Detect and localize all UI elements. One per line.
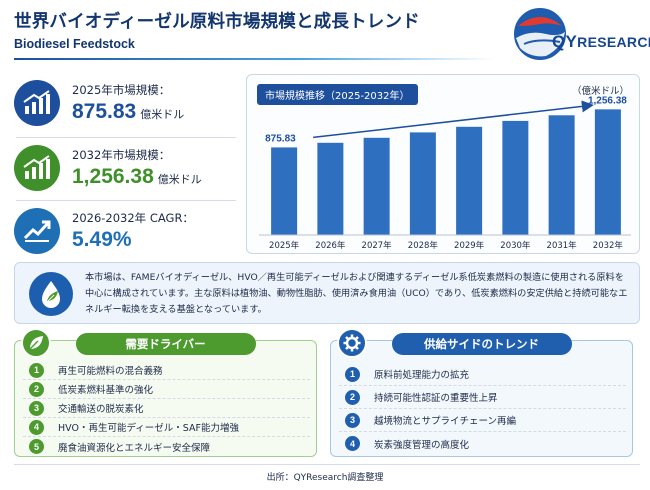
kpi-2032-market-size: 2032年市場規模： 1,256.38 億米ドル	[10, 139, 235, 201]
chart-bar	[548, 115, 575, 235]
supply-trends-list: 1 原料前処理能力の拡充 2 持続可能性認証の重要性上昇 3 越境物流とサプライチェー…	[339, 363, 626, 455]
list-item: 4 炭素強度管理の高度化	[339, 432, 626, 455]
globe-icon	[512, 6, 568, 62]
kpi-cagr: 2026-2032年 CAGR： 5.49%	[10, 202, 235, 264]
list-item: 1 再生可能燃料の混合義務	[23, 361, 310, 380]
footer-divider	[14, 464, 640, 465]
kpi-divider	[16, 137, 236, 138]
list-item: 3 交通輸送の脱炭素化	[23, 399, 310, 418]
chart-bar	[456, 126, 483, 235]
x-tick-label: 2028年	[408, 240, 439, 251]
kpi-2025-market-size: 2025年市場規模： 875.83 億米ドル	[10, 74, 235, 136]
kpi-value: 875.83 億米ドル	[72, 100, 185, 123]
demand-drivers-title: 需要ドライバー	[75, 333, 256, 355]
kpi-label: 2025年市場規模：	[72, 83, 171, 97]
market-description: 本市場は、FAMEバイオディーゼル、HVO／再生可能ディーゼルおよび関連するディ…	[14, 262, 640, 324]
demand-drivers-panel: 需要ドライバー 1 再生可能燃料の混合義務 2 低炭素燃料基準の強化 3 交通輸送の脱…	[14, 328, 317, 457]
gear-icon	[337, 328, 367, 358]
x-tick-label: 2032年	[593, 240, 624, 251]
kpi-label: 2032年市場規模：	[72, 148, 171, 162]
bar-growth-icon	[14, 80, 60, 126]
page-subtitle: Biodiesel Feedstock	[14, 37, 135, 51]
x-tick-label: 2026年	[315, 240, 346, 251]
chart-bar	[317, 142, 344, 235]
chart-bar	[502, 120, 529, 235]
x-tick-label: 2025年	[269, 240, 300, 251]
kpi-label: 2026-2032年 CAGR：	[72, 211, 194, 225]
bar-growth-icon	[14, 145, 60, 191]
logo-wordmark: QYRESEARCH	[552, 32, 650, 51]
data-label: 1,256.38	[588, 95, 627, 106]
list-item: 2 低炭素燃料基準の強化	[23, 380, 310, 399]
header-divider	[14, 58, 494, 60]
kpi-value: 1,256.38 億米ドル	[72, 165, 202, 188]
market-size-chart: 2025年 2026年 2027年 2028年 2029年 2030年 2031年 2032年…	[246, 74, 640, 254]
chart-bar	[409, 132, 436, 235]
trend-up-icon	[14, 208, 60, 254]
list-item: 1 原料前処理能力の拡充	[339, 363, 626, 386]
leaf-drop-icon	[29, 272, 73, 316]
list-item: 4 HVO・再生可能ディーゼル・SAF能力増強	[23, 418, 310, 437]
source-note: 出所：QYResearch調査整理	[266, 473, 384, 483]
x-tick-label: 2027年	[362, 240, 393, 251]
chart-unit-label: （億米ドル）	[571, 86, 629, 97]
description-text: 本市場は、FAMEバイオディーゼル、HVO／再生可能ディーゼルおよび関連するディ…	[85, 272, 628, 315]
kpi-value: 5.49%	[72, 228, 132, 251]
x-tick-label: 2030年	[500, 240, 531, 251]
list-item: 2 持続可能性認証の重要性上昇	[339, 386, 626, 409]
data-label: 875.83	[265, 133, 296, 144]
qyresearch-logo: QYRESEARCH	[508, 4, 650, 64]
list-item: 5 廃食油資源化とエネルギー安全保障	[23, 437, 310, 456]
leaf-icon	[21, 328, 51, 358]
chart-bar	[363, 137, 390, 235]
trend-arrow	[313, 100, 594, 139]
page-title: 世界バイオディーゼル原料市場規模と成長トレンド	[14, 12, 420, 32]
chart-canvas: 2025年 2026年 2027年 2028年 2029年 2030年 2031年 2032年…	[259, 95, 631, 251]
x-tick-label: 2031年	[547, 240, 578, 251]
chart-title: 市場規模推移（2025-2032年）	[257, 84, 418, 105]
list-item: 3 越境物流とサプライチェーン再編	[339, 409, 626, 432]
kpi-divider	[16, 200, 236, 201]
supply-trends-title: 供給サイドのトレンド	[391, 333, 572, 355]
x-tick-label: 2029年	[454, 240, 485, 251]
demand-drivers-list: 1 再生可能燃料の混合義務 2 低炭素燃料基準の強化 3 交通輸送の脱炭素化 4 HVO…	[23, 361, 310, 456]
chart-bar	[271, 147, 298, 235]
chart-bar	[594, 109, 621, 235]
